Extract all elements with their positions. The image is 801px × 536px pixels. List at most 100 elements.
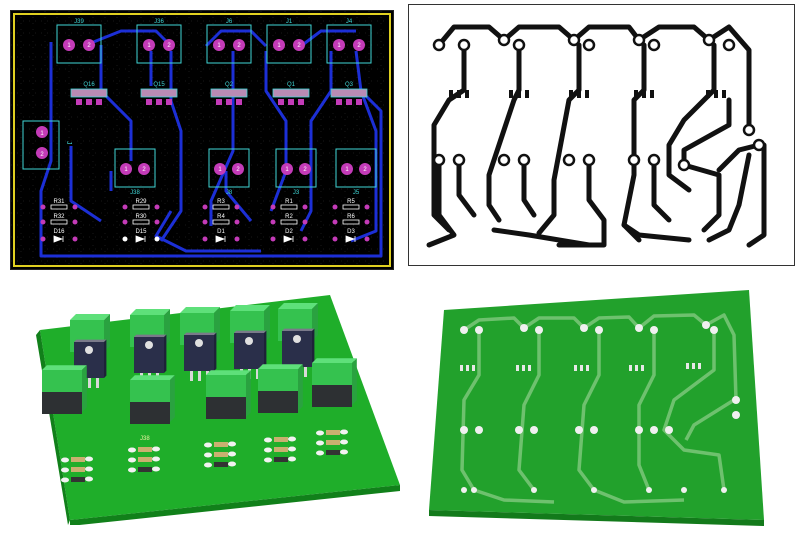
passive-group: R5 R6 D3 <box>332 199 370 243</box>
terminal-block <box>278 303 318 377</box>
pad-label: 1 <box>147 43 151 49</box>
terminal-block <box>130 375 175 424</box>
pad-label: 1 <box>285 167 289 173</box>
pad-label: 2 <box>357 43 361 49</box>
connector-j4: 1 2 J4 <box>326 19 372 64</box>
terminal-block <box>230 305 270 379</box>
transistor-q1: Q1 <box>272 82 310 105</box>
smd-part <box>204 441 236 448</box>
transistor-label: Q2 <box>225 82 234 88</box>
terminal-block <box>258 364 303 413</box>
connector-j1: 1 2 J1 <box>266 19 312 64</box>
passive-group: R29 R30 D15 <box>122 199 160 243</box>
pad-label: 1 <box>124 167 128 173</box>
terminal-block <box>312 358 357 407</box>
pcb-layout-view: 1 2 J39 1 2 J36 1 2 J6 1 2 J1 1 2 J4 Q16 Q15 Q2 Q1 Q3 1 2 … <box>10 10 394 270</box>
smd-part <box>128 446 160 453</box>
pad-label: 2 <box>142 167 146 173</box>
pad-label: 2 <box>237 43 241 49</box>
connector-label: J1 <box>286 19 293 25</box>
smd-part <box>61 456 93 463</box>
terminal-block <box>42 365 87 414</box>
smd-part <box>264 436 296 443</box>
smd-part <box>316 429 348 436</box>
silk-label: J38 <box>140 436 150 442</box>
resistor-label: R30 <box>135 214 147 220</box>
connector-label: J6 <box>226 19 233 25</box>
pad-label: 1 <box>345 167 349 173</box>
connector-label: J5 <box>353 190 360 196</box>
resistor-label: R3 <box>217 199 225 205</box>
smd-part <box>128 456 160 463</box>
transistor-q16: Q16 <box>70 82 108 105</box>
resistor-label: R29 <box>135 199 147 205</box>
terminal-block <box>206 370 251 419</box>
smd-part <box>264 456 296 463</box>
pad-label: 1 <box>337 43 341 49</box>
svg-text:J: J <box>65 141 72 145</box>
pcb-3d-bare-board-view <box>424 290 794 530</box>
svg-text:2: 2 <box>40 152 44 158</box>
transistor-q3: Q3 <box>330 82 368 105</box>
pad-label: 2 <box>167 43 171 49</box>
connector-label: J4 <box>346 19 353 25</box>
smd-part <box>128 466 160 473</box>
connector-left: 1 2 J <box>22 120 72 170</box>
smd-part <box>204 461 236 468</box>
diode-label: D2 <box>285 229 293 235</box>
passive-group: R31 R32 D16 <box>40 199 78 243</box>
terminal-block <box>180 307 220 381</box>
terminal-block <box>130 309 170 383</box>
connector-label: J36 <box>154 19 164 25</box>
resistor-label: R31 <box>53 199 65 205</box>
pad-label: 2 <box>236 167 240 173</box>
pad-label: 1 <box>217 43 221 49</box>
pcb-artwork-view <box>408 4 795 266</box>
connector-j39: 1 2 J39 <box>56 19 102 64</box>
smd-part <box>61 476 93 483</box>
passive-group: R1 R2 D2 <box>270 199 308 243</box>
pad-label: 1 <box>67 43 71 49</box>
passive-group: R3 R4 D1 <box>202 199 240 243</box>
resistor-label: R6 <box>347 214 355 220</box>
diode-label: D16 <box>53 229 65 235</box>
connector-j8: 1 2 J8 <box>208 148 250 196</box>
pad-label: 2 <box>297 43 301 49</box>
transistor-label: Q3 <box>345 82 354 88</box>
pad-label: 1 <box>218 167 222 173</box>
resistor-label: R4 <box>217 214 225 220</box>
connector-j3: 1 2 J3 <box>275 148 317 196</box>
connector-j36: 1 2 J36 <box>136 19 182 64</box>
smd-part <box>61 466 93 473</box>
resistor-label: R1 <box>285 199 293 205</box>
diode-label: D15 <box>135 229 147 235</box>
pad-label: 1 <box>277 43 281 49</box>
pcb-3d-components-view: J38 <box>30 285 400 525</box>
transistor-label: Q16 <box>83 82 95 88</box>
transistor-q2: Q2 <box>210 82 248 105</box>
smd-part <box>204 451 236 458</box>
resistor-label: R2 <box>285 214 293 220</box>
pad-label: 2 <box>87 43 91 49</box>
diode-label: D1 <box>217 229 225 235</box>
resistor-label: R5 <box>347 199 355 205</box>
connector-j38: 1 2 J38 <box>114 148 156 196</box>
smd-part <box>316 449 348 456</box>
connector-j5: 1 2 J5 <box>335 148 377 196</box>
transistor-q15: Q15 <box>140 82 178 105</box>
connector-label: J8 <box>226 190 233 196</box>
diode-label: D3 <box>347 229 355 235</box>
smd-part <box>316 439 348 446</box>
connector-label: J3 <box>293 190 300 196</box>
smd-part <box>264 446 296 453</box>
pad-label: 2 <box>363 167 367 173</box>
transistor-label: Q1 <box>287 82 296 88</box>
transistor-label: Q15 <box>153 82 165 88</box>
pad-label: 2 <box>303 167 307 173</box>
connector-label: J39 <box>74 19 84 25</box>
connector-label: J38 <box>130 190 140 196</box>
resistor-label: R32 <box>53 214 65 220</box>
connector-j6: 1 2 J6 <box>206 19 252 64</box>
svg-text:1: 1 <box>40 131 44 137</box>
board-outline <box>13 13 391 267</box>
